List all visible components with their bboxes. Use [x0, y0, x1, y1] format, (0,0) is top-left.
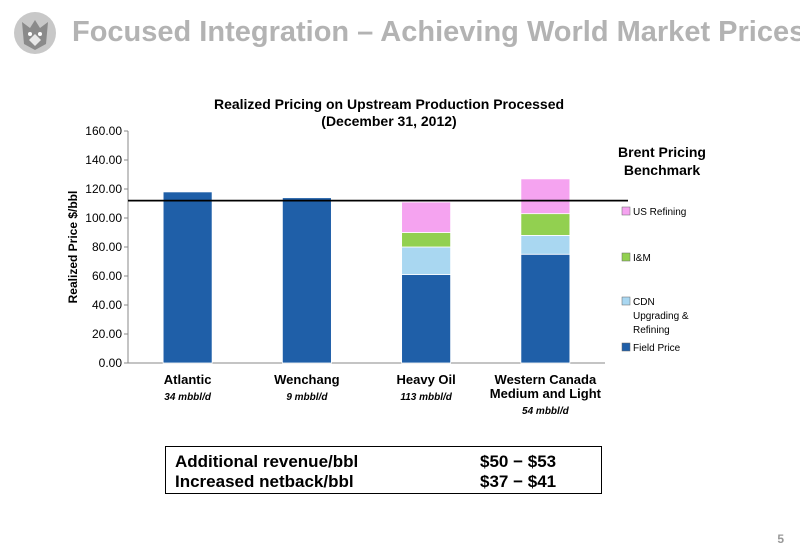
- x-category-label: Western Canada: [495, 372, 597, 387]
- volume-label: 54 mbbl/d: [522, 406, 570, 417]
- y-axis-label: Realized Price $/bbl: [66, 191, 80, 304]
- volume-label: 113 mbbl/d: [400, 392, 452, 403]
- bar-segment: [401, 232, 452, 248]
- y-tick-label: 20.00: [92, 327, 122, 341]
- bar-segment: [520, 178, 571, 215]
- y-tick-label: 0.00: [99, 356, 123, 370]
- bar-segment: [520, 253, 571, 364]
- x-category-label: Medium and Light: [490, 386, 602, 401]
- volume-label: 9 mbbl/d: [286, 392, 328, 403]
- summary-value-netback: $37 − $41: [480, 472, 557, 491]
- summary-box: Additional revenue/bbl $50 − $53 Increas…: [165, 446, 602, 494]
- y-tick-label: 160.00: [85, 124, 122, 138]
- legend-swatch: [621, 296, 631, 306]
- benchmark-label: Brent Pricing: [618, 144, 706, 160]
- benchmark-label: Benchmark: [624, 162, 700, 178]
- husky-dog-logo-icon: [14, 12, 56, 54]
- summary-value-revenue: $50 − $53: [480, 452, 557, 471]
- summary-label-revenue: Additional revenue/bbl: [175, 452, 359, 471]
- legend-label: Field Price: [633, 343, 681, 354]
- y-tick-label: 60.00: [92, 269, 122, 283]
- x-category-label: Atlantic: [164, 372, 212, 387]
- legend-label: Refining: [633, 325, 670, 336]
- chart-title: Realized Pricing on Upstream Production …: [214, 96, 564, 112]
- y-tick-label: 100.00: [85, 211, 122, 225]
- x-category-label: Heavy Oil: [396, 372, 455, 387]
- summary-row-netback: Increased netback/bbl $37 − $41: [175, 472, 556, 492]
- y-tick-label: 120.00: [85, 182, 122, 196]
- bar-segment: [401, 274, 452, 364]
- volume-label: 34 mbbl/d: [164, 392, 212, 403]
- bar-segment: [520, 234, 571, 255]
- y-tick-label: 140.00: [85, 153, 122, 167]
- legend-swatch: [621, 342, 631, 352]
- legend-label: Upgrading &: [633, 311, 689, 322]
- summary-row-revenue: Additional revenue/bbl $50 − $53: [175, 452, 556, 472]
- x-category-label: Wenchang: [274, 372, 340, 387]
- legend-label: US Refining: [633, 207, 686, 218]
- y-tick-label: 40.00: [92, 298, 122, 312]
- legend-label: CDN: [633, 297, 655, 308]
- bar-segment: [162, 191, 213, 364]
- y-tick-label: 80.00: [92, 240, 122, 254]
- slide-title: Focused Integration – Achieving World Ma…: [72, 16, 800, 48]
- legend-swatch: [621, 252, 631, 262]
- legend-swatch: [621, 206, 631, 216]
- summary-label-netback: Increased netback/bbl: [175, 472, 354, 491]
- chart-subtitle: (December 31, 2012): [321, 113, 456, 129]
- bar-segment: [520, 213, 571, 236]
- page-number: 5: [777, 532, 784, 546]
- legend-label: I&M: [633, 253, 651, 264]
- bar-segment: [401, 201, 452, 233]
- bar-segment: [401, 246, 452, 275]
- bar-segment: [281, 197, 332, 364]
